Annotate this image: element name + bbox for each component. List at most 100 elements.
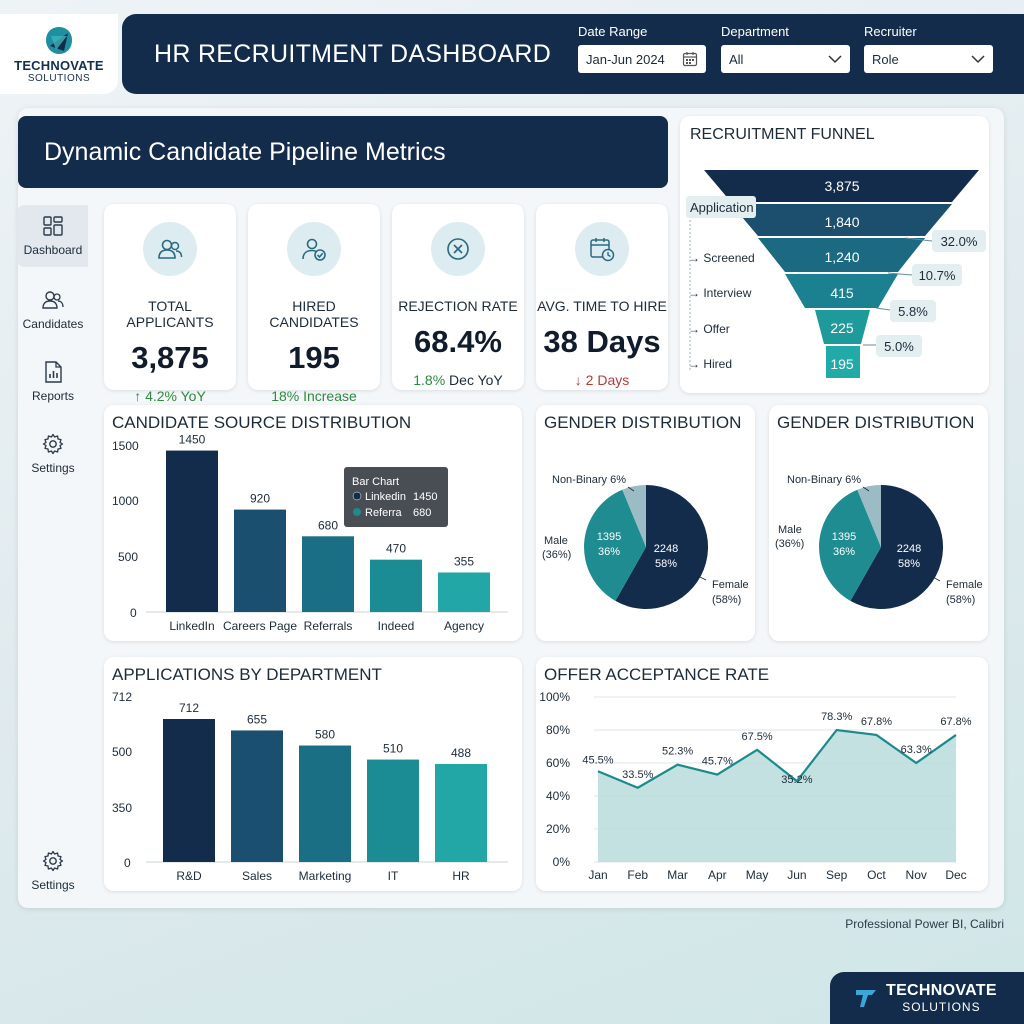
point-label: 67.8% [861,716,892,728]
kpi-delta-value: 1.8% [413,372,446,388]
recruiter-select[interactable]: Role [864,45,993,73]
pie-pct: 58% [898,558,920,570]
chart-title: GENDER DISTRIBUTION [544,413,742,432]
pie-label-female: Female [712,579,749,591]
sidebar-item-candidates[interactable]: Candidates [18,279,88,341]
kpi-label: TOTAL APPLICANTS [126,298,214,330]
funnel-value: 415 [830,285,854,301]
x-tick-label: HR [452,869,470,883]
x-tick-label: Sep [826,868,848,882]
sidebar-item-settings-bottom[interactable]: Settings [18,840,88,902]
offer-rate-chart-card: OFFER ACCEPTANCE RATE 100% 80% 60% 40% 20% 0%… [536,657,988,891]
kpi-icon [143,222,197,276]
pie-value: 1395 [597,531,621,543]
funnel-rate-chip [876,335,922,357]
kpi-value: 68.4% [414,324,502,359]
bar [166,450,218,612]
pie-slice-female [850,485,944,609]
pie-label-female: Female [946,579,983,591]
gender-chart-card-1: GENDER DISTRIBUTION 2248 58% 1395 36% No… [536,405,755,641]
x-tick-label: Marketing [299,869,352,883]
y-tick-label: 1000 [112,494,139,508]
funnel-stage-5 [815,310,870,344]
kpi-value: 195 [288,340,340,375]
x-tick-label: Jan [588,868,607,882]
funnel-rate: 5.8% [898,304,928,319]
pie-slice-nonbinary [622,485,646,547]
calendar-icon [682,52,698,67]
x-tick-label: Apr [708,868,727,882]
kpi-delta: ↑ 4.2% YoY [104,388,236,404]
funnel-stage-label: → Offer [688,322,730,336]
area-fill [598,730,956,862]
x-tick-label: Nov [906,868,927,882]
x-tick-label: Mar [667,868,688,882]
brand-name: TECHNOVATE [14,58,104,73]
funnel-value: 1,240 [824,249,859,265]
kpi-icon [431,222,485,276]
point-label: 33.5% [622,769,653,781]
kpi-label: HIRED CANDIDATES [269,298,359,330]
header-bar: HR RECRUITMENT DASHBOARD Date Range Jan-… [122,14,1024,94]
x-tick-label: Oct [867,868,886,882]
gender-pie-chart: 2248 58% 1395 36% Non-Binary 6% Male (36… [542,474,749,609]
filter-label: Department [721,24,789,39]
funnel-chart: 3,875 1,840 1,240 415 225 195 Applicatio… [686,170,986,378]
pie-label-nonbinary: Non-Binary 6% [787,474,861,486]
banner-title: Dynamic Candidate Pipeline Metrics [44,138,446,166]
bar [435,763,487,862]
gender-pie-chart: 2248 58% 1395 36% Non-Binary 6% Male (36… [775,474,983,609]
kpi-rejection-rate: REJECTION RATE 68.4% 1.8% Dec YoY [392,204,524,390]
department-select[interactable]: All [721,45,850,73]
pie-label-male-pct: (36%) [542,549,571,561]
kpi-delta-text: Dec YoY [445,372,503,388]
funnel-value: 3,875 [824,178,859,194]
funnel-stage-chip [686,196,756,218]
bar-value-label: 580 [315,728,335,742]
x-tick-label: R&D [176,869,202,883]
bar-value-label: 1450 [179,433,206,447]
funnel-value: 225 [830,320,854,336]
y-tick-label: 500 [118,550,138,564]
filter-label: Recruiter [864,24,917,39]
sidebar-item-reports[interactable]: Reports [18,351,88,413]
gear-icon [42,433,64,455]
kpi-icon [575,222,629,276]
kpi-delta: 1.8% Dec YoY [392,372,524,388]
logo-icon [856,990,876,1007]
funnel-stage-label: → Interview [688,286,752,300]
y-tick-label: 80% [546,723,570,737]
date-range-filter: Date Range Jan-Jun 2024 [578,24,706,73]
kpi-label: AVG. TIME TO HIRE [537,298,667,314]
pie-label-nonbinary: Non-Binary 6% [552,474,626,486]
x-tick-label: IT [388,869,399,883]
bar-value-label: 510 [383,742,403,756]
brand-sub: SOLUTIONS [27,73,91,84]
sidebar-item-label: Settings [31,461,75,475]
y-tick-label: 60% [546,756,570,770]
funnel-card: RECRUITMENT FUNNEL 3,875 1,840 1,240 415… [680,116,989,393]
y-tick-label: 40% [546,789,570,803]
funnel-stage-label: → Screened [688,251,755,265]
pie-pct: 36% [833,546,855,558]
sidebar-item-dashboard[interactable]: Dashboard [18,205,88,267]
y-tick-label: 0 [124,856,131,870]
y-tick-label: 0 [130,606,137,620]
pie-value: 2248 [897,543,921,555]
pie-pct: 58% [655,558,677,570]
funnel-stage-label: → Hired [688,357,732,371]
sidebar-item-settings[interactable]: Settings [18,423,88,485]
point-label: 52.3% [662,746,693,758]
gear-icon [42,850,64,872]
y-tick-label: 100% [539,690,570,704]
kpi-hired-candidates: HIRED CANDIDATES 195 18% Increase [248,204,380,404]
pie-label-male: Male [544,535,568,547]
department-bar-chart: 712 500 350 0 712 R&D 655 Sales 580 Marketing… [112,690,508,883]
kpi-value: 3,875 [131,340,209,375]
funnel-stage-2 [731,204,952,236]
bar-value-label: 470 [386,542,406,556]
pie-slice-female [615,485,709,609]
sidebar-item-label: Reports [31,389,75,403]
date-range-select[interactable]: Jan-Jun 2024 [578,45,706,73]
recruiter-filter: Recruiter Role [864,24,993,73]
